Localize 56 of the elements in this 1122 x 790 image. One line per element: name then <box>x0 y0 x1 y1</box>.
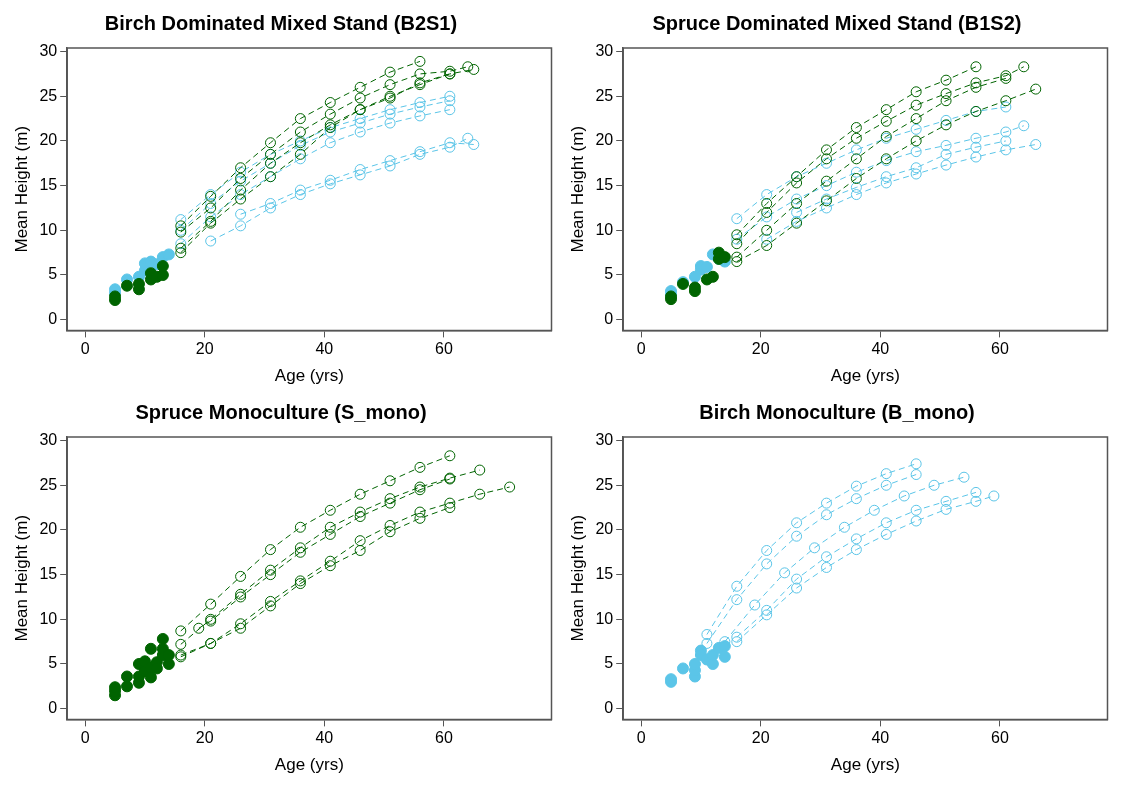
y-tick-label: 25 <box>39 475 58 493</box>
x-tick-label: 60 <box>434 340 453 358</box>
x-tick-label: 60 <box>990 340 1009 358</box>
y-tick-label: 0 <box>48 310 58 328</box>
y-tick-label: 30 <box>595 430 614 448</box>
x-tick-label: 40 <box>315 340 334 358</box>
x-tick-label: 0 <box>636 340 646 358</box>
y-tick-label: 20 <box>595 131 614 149</box>
x-tick-label: 40 <box>871 340 890 358</box>
chart-title: Birch Monoculture (B_mono) <box>699 400 975 423</box>
y-tick-label: 25 <box>39 86 58 104</box>
y-tick-label: 25 <box>595 475 614 493</box>
y-axis-title: Mean Height (m) <box>567 514 587 642</box>
x-tick-label: 20 <box>195 340 214 358</box>
x-axis-title: Age (yrs) <box>830 366 900 386</box>
y-tick-label: 20 <box>39 520 58 538</box>
y-tick-label: 10 <box>39 220 58 238</box>
y-tick-label: 15 <box>595 176 614 194</box>
x-tick-label: 20 <box>751 340 770 358</box>
chart-title: Birch Dominated Mixed Stand (B2S1) <box>104 11 458 34</box>
x-tick-label: 40 <box>315 729 334 747</box>
x-tick-label: 0 <box>636 729 646 747</box>
y-tick-label: 20 <box>595 520 614 538</box>
y-tick-label: 0 <box>604 310 614 328</box>
y-tick-label: 30 <box>595 41 614 59</box>
x-tick-label: 0 <box>80 340 90 358</box>
x-tick-label: 20 <box>751 729 770 747</box>
x-tick-label: 60 <box>990 729 1009 747</box>
x-tick-label: 40 <box>871 729 890 747</box>
chart-title: Spruce Monoculture (S_mono) <box>135 400 427 423</box>
y-tick-label: 30 <box>39 430 58 448</box>
y-tick-label: 5 <box>604 654 614 672</box>
y-axis-title: Mean Height (m) <box>11 125 31 253</box>
y-tick-label: 15 <box>39 565 58 583</box>
y-tick-label: 0 <box>604 699 614 717</box>
y-tick-label: 15 <box>39 176 58 194</box>
chart-title: Spruce Dominated Mixed Stand (B1S2) <box>652 11 1022 34</box>
y-tick-label: 0 <box>48 699 58 717</box>
y-tick-label: 10 <box>595 609 614 627</box>
y-tick-label: 20 <box>39 131 58 149</box>
y-tick-label: 5 <box>48 265 58 283</box>
x-axis-title: Age (yrs) <box>274 755 344 775</box>
y-tick-label: 25 <box>595 86 614 104</box>
y-tick-label: 10 <box>39 609 58 627</box>
y-tick-label: 30 <box>39 41 58 59</box>
y-axis-title: Mean Height (m) <box>567 125 587 253</box>
x-axis-title: Age (yrs) <box>274 366 344 386</box>
x-axis-title: Age (yrs) <box>830 755 900 775</box>
y-tick-label: 10 <box>595 220 614 238</box>
x-tick-label: 20 <box>195 729 214 747</box>
x-tick-label: 0 <box>80 729 90 747</box>
x-tick-label: 60 <box>434 729 453 747</box>
y-axis-title: Mean Height (m) <box>11 514 31 642</box>
y-tick-label: 15 <box>595 565 614 583</box>
y-tick-label: 5 <box>48 654 58 672</box>
y-tick-label: 5 <box>604 265 614 283</box>
